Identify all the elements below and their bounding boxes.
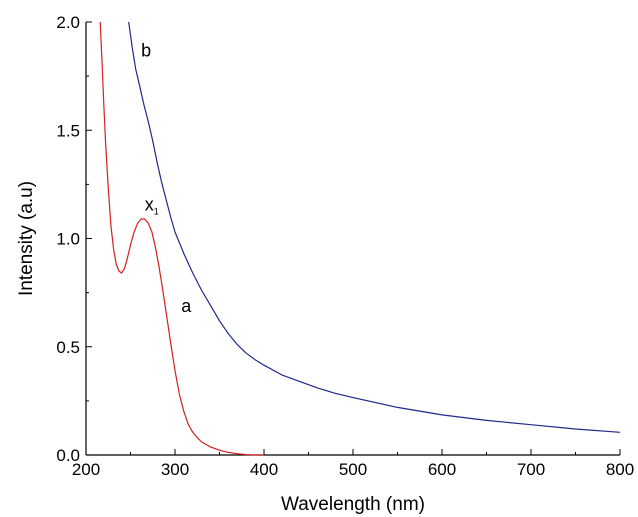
y-axis-title: Intensity (a.u) xyxy=(16,181,37,296)
x-tick-label: 500 xyxy=(339,460,367,479)
annotation-label: a xyxy=(181,296,192,316)
x-tick-label: 800 xyxy=(606,460,634,479)
y-tick-label: 0.0 xyxy=(56,446,80,465)
x-tick-label: 300 xyxy=(161,460,189,479)
curve-annotations: b x1 a xyxy=(141,41,192,316)
x-tick-label: 700 xyxy=(517,460,545,479)
annotation-label: b xyxy=(141,41,151,61)
x-tick-label: 400 xyxy=(250,460,278,479)
annotation-subscript: 1 xyxy=(154,206,159,216)
x-tick-label: 200 xyxy=(72,460,100,479)
series-line-a xyxy=(99,21,264,456)
plot-axes xyxy=(85,22,620,456)
series-lines xyxy=(99,21,621,456)
x-axis-title: Wavelength (nm) xyxy=(281,494,425,515)
series-line-b xyxy=(128,21,621,433)
y-tick-label: 1.5 xyxy=(56,121,80,140)
annotation-label: x1 xyxy=(145,194,159,216)
y-tick-label: 0.5 xyxy=(56,338,80,357)
axis-ticks: 200 300 400 500 600 700 800 0.0 0.5 1.0 1.5 2.0 xyxy=(56,13,634,479)
y-tick-label: 2.0 xyxy=(56,13,80,32)
y-tick-label: 1.0 xyxy=(56,230,80,249)
x-tick-label: 600 xyxy=(428,460,456,479)
